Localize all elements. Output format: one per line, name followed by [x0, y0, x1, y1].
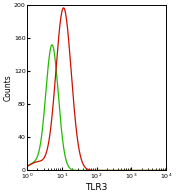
X-axis label: TLR3: TLR3: [86, 183, 108, 191]
Y-axis label: Counts: Counts: [4, 74, 12, 101]
